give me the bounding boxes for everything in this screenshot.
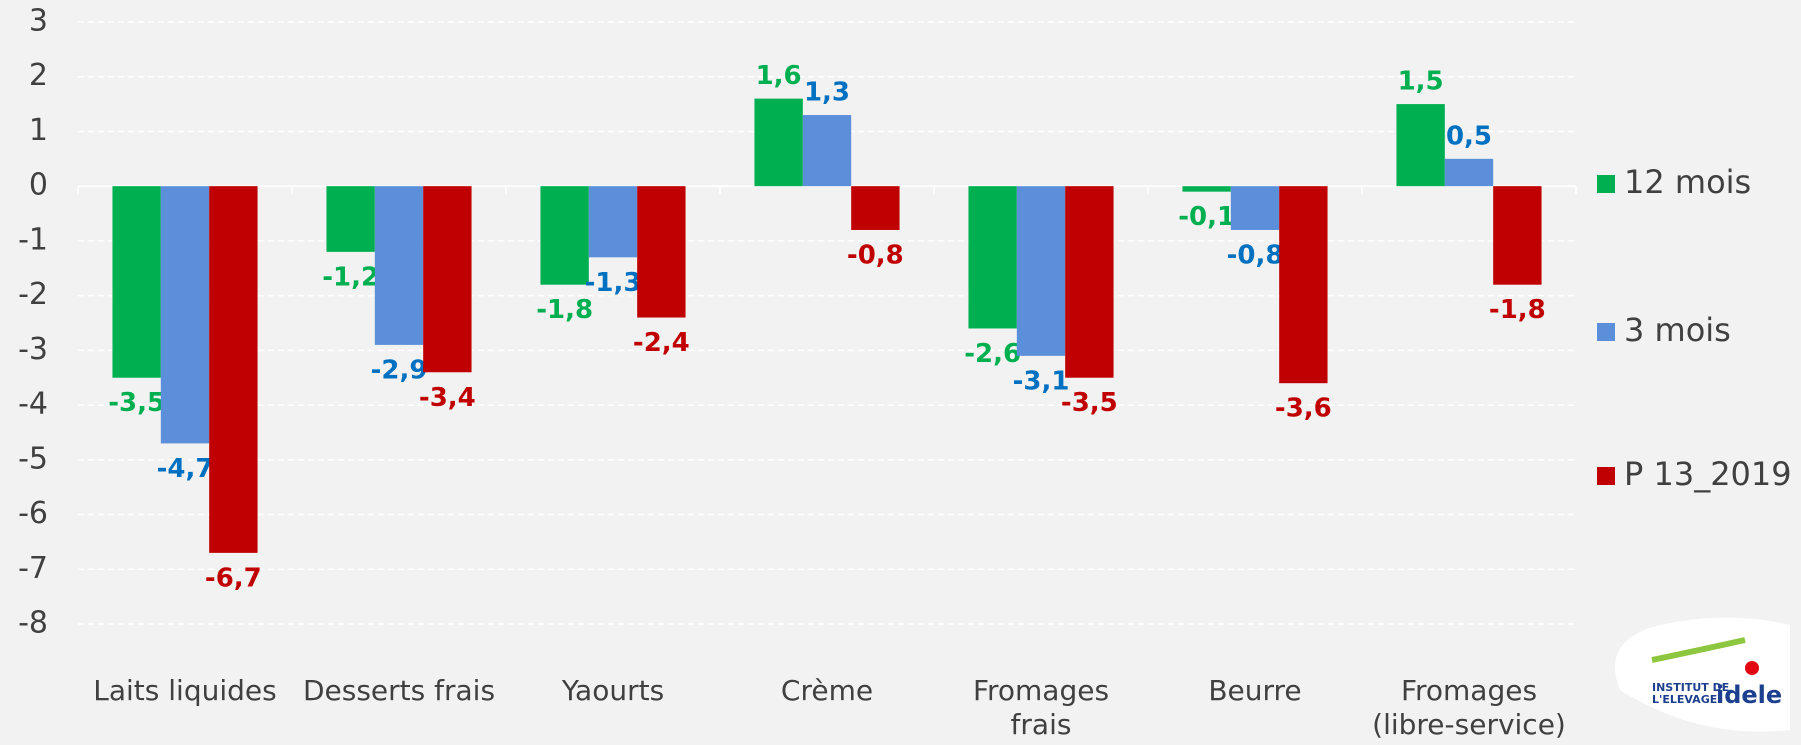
data-label: 1,3 xyxy=(804,78,850,108)
bar xyxy=(968,186,1017,329)
bar xyxy=(1016,186,1066,356)
y-tick-label: -1 xyxy=(18,222,48,257)
bar xyxy=(1065,186,1114,378)
y-tick-label: -6 xyxy=(18,496,48,531)
bar xyxy=(112,186,161,378)
bar xyxy=(540,186,589,285)
y-tick-label: -4 xyxy=(18,387,48,422)
data-label: 1,6 xyxy=(756,61,802,91)
bar xyxy=(1230,186,1280,230)
bar xyxy=(637,186,686,318)
x-tick-label: Yaourts xyxy=(561,674,665,707)
x-tick-label: Fromages (libre-service) xyxy=(1372,674,1566,741)
data-label: 0,5 xyxy=(1446,121,1492,151)
y-tick-label: -3 xyxy=(18,332,48,367)
data-label: -3,5 xyxy=(108,388,165,418)
data-label: -1,2 xyxy=(322,262,379,292)
data-label: -3,4 xyxy=(419,383,476,413)
data-label: -1,8 xyxy=(536,295,593,325)
logo-bg xyxy=(1615,617,1790,732)
data-label: -3,5 xyxy=(1061,388,1118,418)
data-label: -2,9 xyxy=(371,355,428,385)
bar xyxy=(851,186,900,230)
legend-swatch xyxy=(1597,323,1615,341)
y-tick-label: 2 xyxy=(29,58,48,93)
legend-swatch xyxy=(1597,175,1615,193)
x-tick-label: Fromages frais xyxy=(972,674,1110,741)
bar xyxy=(588,186,638,258)
y-tick-label: -7 xyxy=(18,551,48,586)
x-tick-label: Crème xyxy=(780,674,874,707)
bar xyxy=(1182,186,1231,192)
data-label: -2,4 xyxy=(633,328,690,358)
data-label: -0,8 xyxy=(1227,240,1284,270)
y-tick-label: 3 xyxy=(29,4,48,39)
y-tick-label: 0 xyxy=(29,168,48,203)
data-label: -6,7 xyxy=(205,563,262,593)
logo-swoosh xyxy=(1651,637,1746,663)
bar xyxy=(802,115,852,187)
bar xyxy=(1444,158,1494,187)
data-label: 1,5 xyxy=(1398,67,1444,97)
x-tick-label: Beurre xyxy=(1208,674,1302,707)
bar xyxy=(209,186,258,553)
legend-label: P 13_2019 xyxy=(1624,455,1792,493)
data-label: -2,6 xyxy=(964,339,1021,369)
bar xyxy=(1493,186,1542,285)
logo-text: INSTITUT DE xyxy=(1652,681,1729,694)
data-label: -0,8 xyxy=(847,240,904,270)
x-tick-label: Desserts frais xyxy=(302,674,496,707)
data-label: -1,3 xyxy=(585,268,642,298)
bar xyxy=(160,186,210,444)
data-label: -1,8 xyxy=(1489,295,1546,325)
legend-swatch xyxy=(1597,467,1615,485)
data-label: -3,1 xyxy=(1013,366,1070,396)
logo: INSTITUT DE L'ELEVAGE idele xyxy=(1615,617,1790,732)
y-tick-label: -8 xyxy=(18,606,48,641)
y-tick-label: 1 xyxy=(29,113,48,148)
legend-label: 12 mois xyxy=(1624,163,1751,201)
bar xyxy=(423,186,472,373)
bar xyxy=(1279,186,1328,384)
logo-drop xyxy=(1745,661,1759,675)
logo-brand: idele xyxy=(1716,681,1782,709)
bar xyxy=(326,186,375,252)
bar xyxy=(1396,104,1445,187)
data-label: -0,1 xyxy=(1178,202,1235,232)
legend-label: 3 mois xyxy=(1624,311,1731,349)
bar xyxy=(754,98,803,187)
data-label: -4,7 xyxy=(157,454,214,484)
y-tick-label: -2 xyxy=(18,277,48,312)
data-label: -3,6 xyxy=(1275,394,1332,424)
bar xyxy=(374,186,424,345)
logo-text: L'ELEVAGE xyxy=(1652,693,1717,706)
y-tick-label: -5 xyxy=(18,441,48,476)
x-tick-label: Laits liquides xyxy=(93,674,277,707)
